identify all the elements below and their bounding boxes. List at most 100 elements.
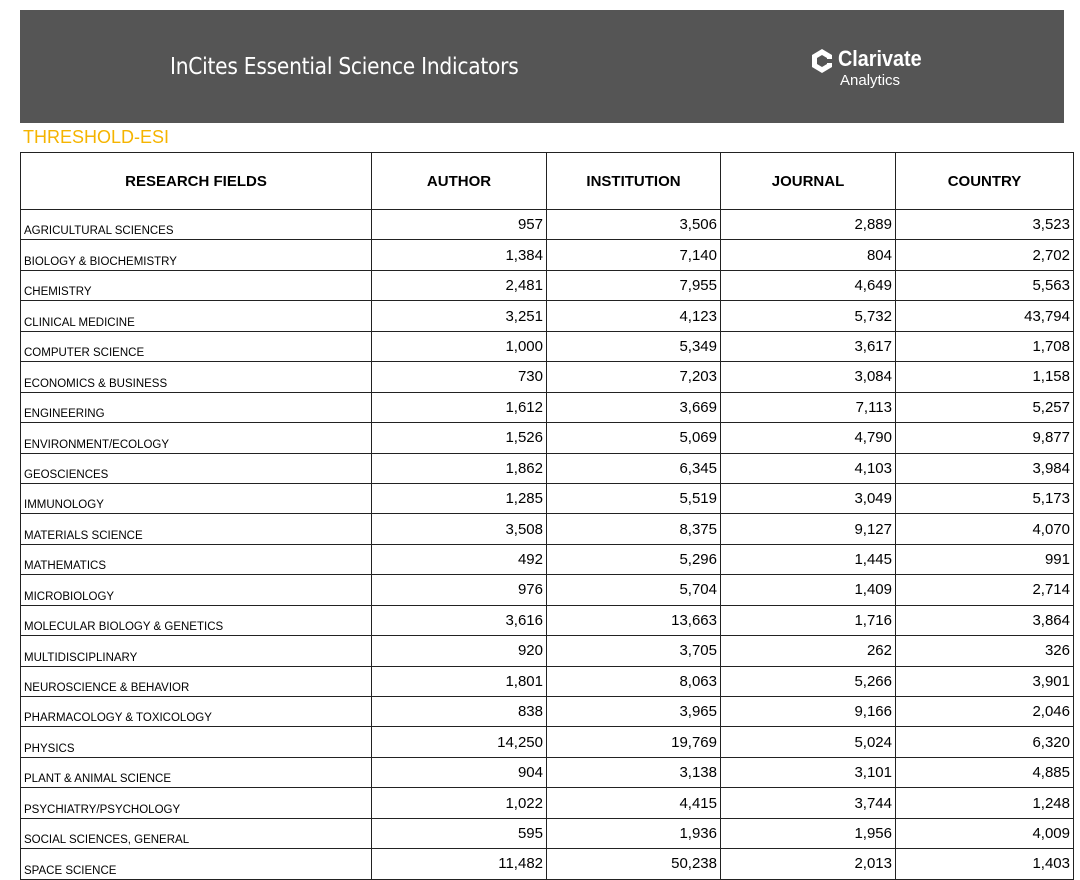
field-name: GEOSCIENCES	[20, 452, 372, 484]
table-row: GEOSCIENCES 1,862 6,345 4,103 3,984	[20, 452, 1074, 484]
table-row: MOLECULAR BIOLOGY & GENETICS 3,616 13,663 1…	[20, 604, 1074, 637]
cell-value: 5,519	[546, 482, 721, 515]
cell-value: 5,296	[546, 543, 721, 576]
table: RESEARCH FIELDS AUTHOR INSTITUTION JOURNAL C…	[20, 152, 1074, 880]
field-name: AGRICULTURAL SCIENCES	[20, 208, 372, 241]
cell-value: 1,409	[720, 574, 896, 606]
field-name: ENGINEERING	[20, 391, 372, 424]
field-name: SOCIAL SCIENCES, GENERAL	[20, 817, 372, 850]
cell-value: 4,070	[895, 513, 1074, 545]
table-row: MICROBIOLOGY 976 5,704 1,409 2,714	[20, 574, 1074, 606]
column-header: COUNTRY	[895, 152, 1074, 210]
cell-value: 1,248	[895, 787, 1074, 819]
header-row: RESEARCH FIELDS AUTHOR INSTITUTION JOURNAL C…	[20, 152, 1074, 210]
cell-value: 2,013	[720, 848, 896, 880]
logo-icon	[812, 49, 834, 73]
cell-value: 1,862	[371, 452, 547, 484]
table-row: IMMUNOLOGY 1,285 5,519 3,049 5,173	[20, 482, 1074, 515]
cell-value: 4,103	[720, 452, 896, 484]
cell-value: 9,127	[720, 513, 896, 545]
cell-value: 3,616	[371, 604, 547, 637]
table-row: ENGINEERING 1,612 3,669 7,113 5,257	[20, 391, 1074, 424]
cell-value: 976	[371, 574, 547, 606]
column-header: JOURNAL	[720, 152, 896, 210]
cell-value: 7,955	[546, 269, 721, 302]
table-row: MATERIALS SCIENCE 3,508 8,375 9,127 4,070	[20, 513, 1074, 545]
cell-value: 3,084	[720, 361, 896, 393]
column-header: RESEARCH FIELDS	[20, 152, 372, 210]
cell-value: 2,481	[371, 269, 547, 302]
subtitle: THRESHOLD-ESI	[23, 127, 170, 147]
cell-value: 1,158	[895, 361, 1074, 393]
header-bar: InCites Essential Science Indicators Cla…	[20, 10, 1064, 123]
cell-value: 904	[371, 756, 547, 789]
table-row: PLANT & ANIMAL SCIENCE 904 3,138 3,101 4,885	[20, 756, 1074, 789]
table-row: SPACE SCIENCE 11,482 50,238 2,013 1,403	[20, 848, 1074, 880]
cell-value: 1,384	[371, 239, 547, 271]
cell-value: 3,669	[546, 391, 721, 424]
field-name: MULTIDISCIPLINARY	[20, 635, 372, 667]
cell-value: 920	[371, 635, 547, 667]
cell-value: 7,203	[546, 361, 721, 393]
cell-value: 5,266	[720, 665, 896, 698]
cell-value: 1,445	[720, 543, 896, 576]
logo-sub: Analytics	[840, 72, 901, 89]
cell-value: 4,415	[546, 787, 721, 819]
cell-value: 1,285	[371, 482, 547, 515]
cell-value: 1,956	[720, 817, 896, 850]
cell-value: 1,022	[371, 787, 547, 819]
cell-value: 14,250	[371, 726, 547, 758]
logo-name: Clarivate	[838, 46, 922, 71]
cell-value: 492	[371, 543, 547, 576]
cell-value: 1,716	[720, 604, 896, 637]
table-row: PHARMACOLOGY & TOXICOLOGY 838 3,965 9,166 2,…	[20, 695, 1074, 728]
field-name: MICROBIOLOGY	[20, 574, 372, 606]
table-row: ENVIRONMENT/ECOLOGY 1,526 5,069 4,790 9,877	[20, 422, 1074, 454]
field-name: MATHEMATICS	[20, 543, 372, 576]
table-row: CLINICAL MEDICINE 3,251 4,123 5,732 43,794	[20, 300, 1074, 332]
cell-value: 5,732	[720, 300, 896, 332]
cell-value: 1,526	[371, 422, 547, 454]
cell-value: 6,320	[895, 726, 1074, 758]
cell-value: 5,069	[546, 422, 721, 454]
cell-value: 5,563	[895, 269, 1074, 302]
field-name: ECONOMICS & BUSINESS	[20, 361, 372, 393]
field-name: COMPUTER SCIENCE	[20, 330, 372, 363]
table-row: MULTIDISCIPLINARY 920 3,705 262 326	[20, 635, 1074, 667]
cell-value: 5,349	[546, 330, 721, 363]
table-row: BIOLOGY & BIOCHEMISTRY 1,384 7,140 804 2,702	[20, 239, 1074, 271]
cell-value: 43,794	[895, 300, 1074, 332]
table-row: ECONOMICS & BUSINESS 730 7,203 3,084 1,158	[20, 361, 1074, 393]
cell-value: 2,714	[895, 574, 1074, 606]
cell-value: 2,702	[895, 239, 1074, 271]
table-row: NEUROSCIENCE & BEHAVIOR 1,801 8,063 5,266 3,…	[20, 665, 1074, 698]
cell-value: 3,617	[720, 330, 896, 363]
page: InCites Essential Science Indicators Cla…	[20, 10, 1074, 880]
header-title: InCites Essential Science Indicators	[170, 54, 519, 80]
table-row: PSYCHIATRY/PSYCHOLOGY 1,022 4,415 3,744 1,24…	[20, 787, 1074, 819]
cell-value: 1,000	[371, 330, 547, 363]
cell-value: 13,663	[546, 604, 721, 637]
table-row: SOCIAL SCIENCES, GENERAL 595 1,936 1,956 4,0…	[20, 817, 1074, 850]
cell-value: 19,769	[546, 726, 721, 758]
field-name: MOLECULAR BIOLOGY & GENETICS	[20, 604, 372, 637]
cell-value: 991	[895, 543, 1074, 576]
cell-value: 1,801	[371, 665, 547, 698]
cell-value: 50,238	[546, 848, 721, 880]
field-name: NEUROSCIENCE & BEHAVIOR	[20, 665, 372, 698]
table-row: CHEMISTRY 2,481 7,955 4,649 5,563	[20, 269, 1074, 302]
cell-value: 595	[371, 817, 547, 850]
cell-value: 5,173	[895, 482, 1074, 515]
table-row: MATHEMATICS 492 5,296 1,445 991	[20, 543, 1074, 576]
cell-value: 3,705	[546, 635, 721, 667]
cell-value: 1,612	[371, 391, 547, 424]
column-header: INSTITUTION	[546, 152, 721, 210]
cell-value: 3,101	[720, 756, 896, 789]
field-name: IMMUNOLOGY	[20, 482, 372, 515]
cell-value: 957	[371, 208, 547, 241]
cell-value: 2,046	[895, 695, 1074, 728]
cell-value: 4,123	[546, 300, 721, 332]
table-row: COMPUTER SCIENCE 1,000 5,349 3,617 1,708	[20, 330, 1074, 363]
cell-value: 804	[720, 239, 896, 271]
cell-value: 7,140	[546, 239, 721, 271]
